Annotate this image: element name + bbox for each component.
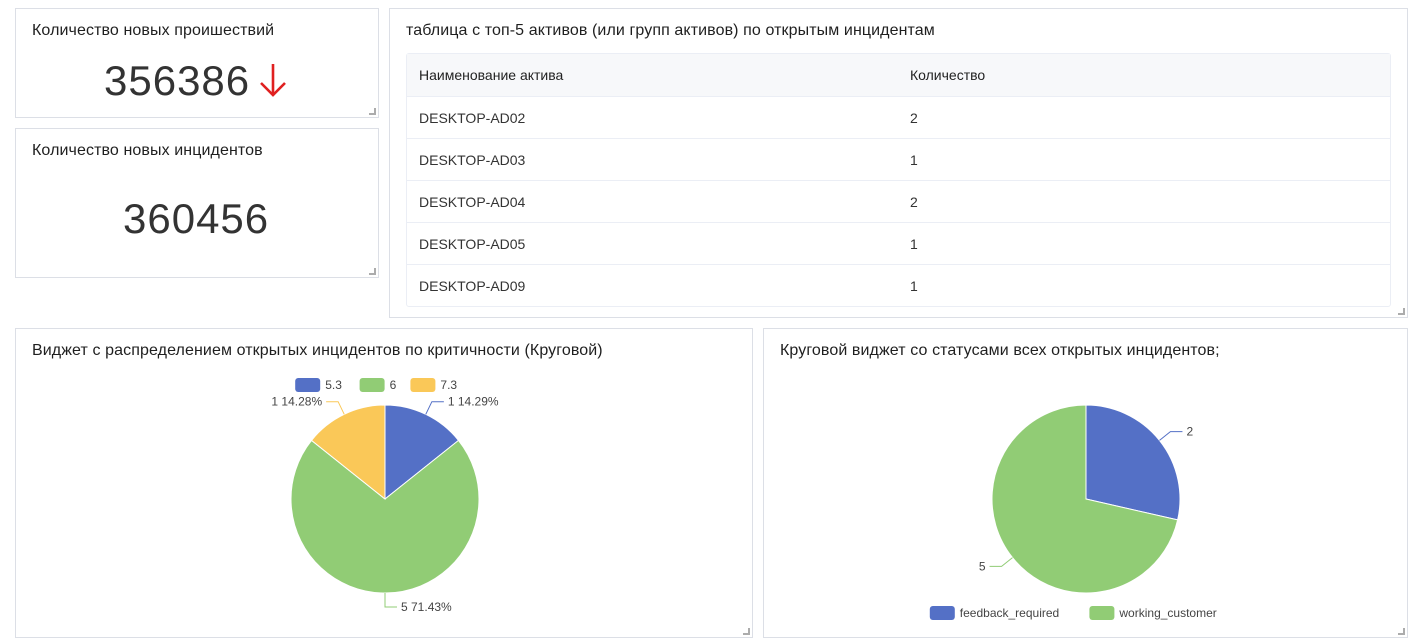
legend-item-feedback_required[interactable]: feedback_required <box>929 606 1059 620</box>
asset-cell: DESKTOP-AD03 <box>419 151 526 168</box>
table-row: DESKTOP-AD02 2 <box>407 96 1390 138</box>
table-row: DESKTOP-AD04 2 <box>407 180 1390 222</box>
legend-swatch <box>1089 606 1115 620</box>
slice-label: 2 <box>1186 425 1193 439</box>
legend-label: 5.3 <box>325 378 342 392</box>
legend-swatch <box>295 378 321 392</box>
table-header: Наименование актива Количество <box>407 54 1390 96</box>
asset-cell: DESKTOP-AD09 <box>419 277 526 294</box>
legend-swatch <box>359 378 385 392</box>
label-leader-line <box>384 593 397 608</box>
top-assets-table: Наименование актива Количество DESKTOP-A… <box>406 53 1391 307</box>
legend-item-7.3[interactable]: 7.3 <box>410 378 457 392</box>
new-events-value: 356386 <box>104 57 251 104</box>
slice-label: 5 71.43% <box>401 600 452 614</box>
asset-cell: DESKTOP-AD02 <box>419 109 526 126</box>
widget-title: Количество новых инцидентов <box>32 142 263 159</box>
asset-cell: DESKTOP-AD05 <box>419 235 526 252</box>
widget-title: Круговой виджет со статусами всех открыт… <box>780 342 1220 359</box>
column-header-count: Количество <box>910 67 986 83</box>
severity-pie-chart: 5.3 6 7.3 1 14.29% 5 71.43% 1 14.28% <box>271 378 499 614</box>
label-leader-line <box>326 401 345 415</box>
legend-item-5.3[interactable]: 5.3 <box>295 378 342 392</box>
table-row: DESKTOP-AD03 1 <box>407 138 1390 180</box>
legend-item-working_customer[interactable]: working_customer <box>1089 606 1217 620</box>
pie-slice-feedback_required[interactable] <box>1085 404 1181 521</box>
table-row: DESKTOP-AD05 1 <box>407 222 1390 264</box>
resize-handle[interactable] <box>369 108 376 115</box>
widget-top-assets: таблица с топ-5 активов (или групп актив… <box>389 8 1408 318</box>
count-cell: 1 <box>910 277 918 294</box>
slice-label: 1 14.29% <box>448 395 499 409</box>
resize-handle[interactable] <box>369 268 376 275</box>
pie-slice-6[interactable] <box>290 439 480 594</box>
count-cell: 2 <box>910 193 918 210</box>
status-pie-chart: 2 5 feedback_required working_customer <box>929 404 1217 620</box>
count-cell: 1 <box>910 235 918 252</box>
legend-label: 6 <box>390 378 397 392</box>
widget-title: Виджет с распределением открытых инциден… <box>32 342 603 359</box>
legend-label: working_customer <box>1118 606 1216 620</box>
new-incidents-value: 360456 <box>123 195 270 242</box>
pie-slice-working_customer[interactable] <box>991 404 1179 594</box>
label-leader-line <box>425 401 444 415</box>
pie-slice-5.3[interactable] <box>384 404 460 501</box>
arrow-down-icon <box>260 64 286 97</box>
legend-label: 7.3 <box>440 378 457 392</box>
asset-cell: DESKTOP-AD04 <box>419 193 526 210</box>
label-leader-line <box>989 557 1013 567</box>
table-row: DESKTOP-AD09 1 <box>407 264 1390 306</box>
widget-title: таблица с топ-5 активов (или групп актив… <box>406 22 935 39</box>
pie-slice-7.3[interactable] <box>310 404 386 501</box>
resize-handle[interactable] <box>1398 628 1405 635</box>
legend-swatch <box>410 378 436 392</box>
widget-new-events: Количество новых проишествий 356386 <box>15 8 379 118</box>
legend-label: feedback_required <box>960 606 1059 620</box>
resize-handle[interactable] <box>1398 308 1405 315</box>
legend-item-6[interactable]: 6 <box>359 378 397 392</box>
slice-label: 1 14.28% <box>271 395 322 409</box>
widget-severity-pie: Виджет с распределением открытых инциден… <box>15 328 753 638</box>
widget-title: Количество новых проишествий <box>32 22 275 39</box>
count-cell: 2 <box>910 109 918 126</box>
legend-swatch <box>929 606 955 620</box>
resize-handle[interactable] <box>743 628 750 635</box>
slice-label: 5 <box>979 559 986 573</box>
widget-new-incidents: Количество новых инцидентов 360456 <box>15 128 379 278</box>
widget-status-pie: Круговой виджет со статусами всех открыт… <box>763 328 1408 638</box>
label-leader-line <box>1159 431 1183 441</box>
column-header-asset: Наименование актива <box>419 67 564 83</box>
count-cell: 1 <box>910 151 918 168</box>
